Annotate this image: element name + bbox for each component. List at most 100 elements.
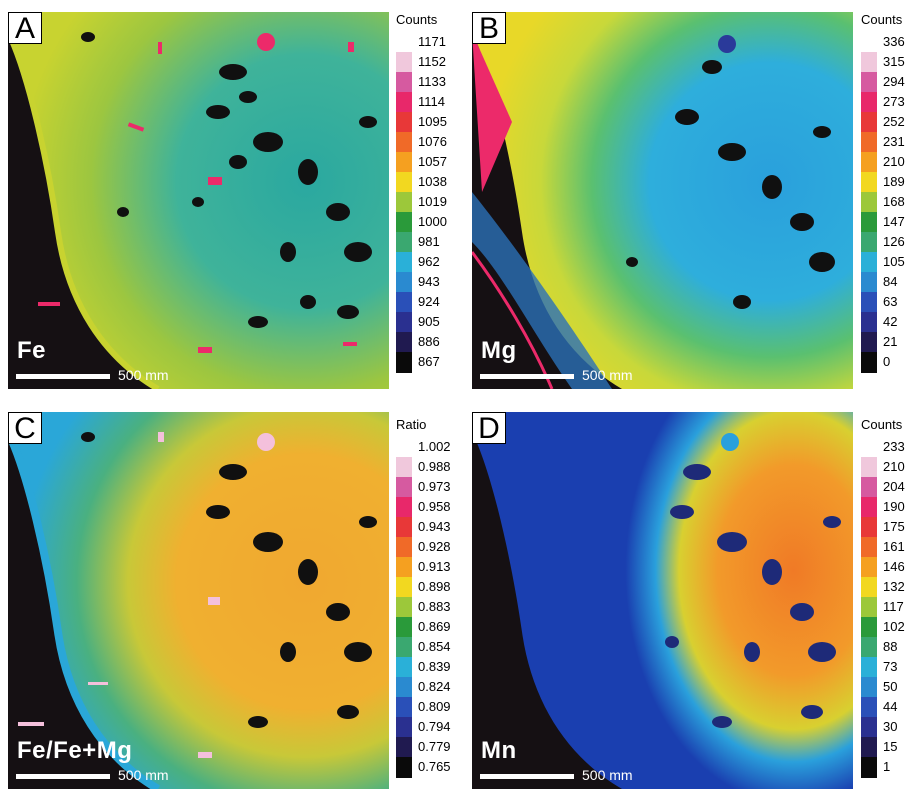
legend-tick-label: 0.854 xyxy=(418,639,451,654)
colorbar-segment xyxy=(396,637,412,658)
legend-tick-label: 0.913 xyxy=(418,559,451,574)
panel-letter-a: A xyxy=(8,12,42,44)
colorbar-segment xyxy=(861,252,877,273)
element-label-fe: Fe xyxy=(17,337,47,364)
colorbar-segment xyxy=(396,437,412,458)
colorbar-segment xyxy=(861,52,877,73)
colorbar-segment xyxy=(861,32,877,53)
legend-tick-label: 0.928 xyxy=(418,539,451,554)
colorbar-segment xyxy=(861,717,877,738)
legend-tick-label: 105 xyxy=(883,254,905,269)
panel-d-mn-map: D Mn 500 mm xyxy=(472,412,853,789)
legend-tick-label: 981 xyxy=(418,234,440,249)
colorbar-segment xyxy=(396,132,412,153)
legend-tick-label: 1133 xyxy=(418,74,446,89)
legend-tick-label: 210 xyxy=(883,459,905,474)
legend-tick-label: 233 xyxy=(883,439,905,454)
legend-tick-label: 204 xyxy=(883,479,905,494)
legend-tick-label: 1095 xyxy=(418,114,447,129)
legend-tick-label: 886 xyxy=(418,334,440,349)
legend-tick-label: 189 xyxy=(883,174,905,189)
legend-tick-label: 146 xyxy=(883,559,905,574)
legend-tick-label: 73 xyxy=(883,659,898,674)
legend-mn-counts: Counts 233 210 204 190 175 161 146 132 117 102 88 7… xyxy=(861,417,915,778)
colorbar-segment xyxy=(396,497,412,518)
colorbar-segment xyxy=(396,597,412,618)
legend-tick-label: 1076 xyxy=(418,134,447,149)
colorbar-segment xyxy=(861,437,877,458)
fe-map-image xyxy=(8,12,389,389)
legend-tick-label: 0.883 xyxy=(418,599,451,614)
legend-title: Counts xyxy=(396,12,438,27)
colorbar-segment xyxy=(396,477,412,498)
legend-tick-label: 1171 xyxy=(418,34,446,49)
legend-tick-label: 943 xyxy=(418,274,440,289)
scale-bar-line xyxy=(16,774,110,779)
colorbar xyxy=(396,32,412,373)
legend-tick-label: 252 xyxy=(883,114,905,129)
panel-a-fe-map: A Fe 500 mm xyxy=(8,12,389,389)
colorbar-segment xyxy=(861,152,877,173)
legend-tick-label: 1019 xyxy=(418,194,447,209)
colorbar-segment xyxy=(861,457,877,478)
colorbar-segment xyxy=(861,577,877,598)
colorbar-segment xyxy=(396,757,412,778)
colorbar-segment xyxy=(396,212,412,233)
legend-fe-mg-ratio: Ratio 1.002 0.988 0.973 0.958 0.943 0.928 0.91… xyxy=(396,417,466,778)
legend-tick-label: 168 xyxy=(883,194,905,209)
legend-tick-label: 0.809 xyxy=(418,699,451,714)
colorbar-segment xyxy=(861,697,877,718)
colorbar-segment xyxy=(861,292,877,313)
colorbar-segment xyxy=(861,192,877,213)
legend-tick-label: 0.958 xyxy=(418,499,451,514)
colorbar-segment xyxy=(861,657,877,678)
colorbar-segment xyxy=(861,477,877,498)
colorbar-segment xyxy=(861,132,877,153)
colorbar-segment xyxy=(396,737,412,758)
legend-tick-label: 1 xyxy=(883,759,891,774)
legend-tick-label: 84 xyxy=(883,274,898,289)
mn-map-image xyxy=(472,412,853,789)
legend-tick-label: 0.898 xyxy=(418,579,451,594)
panel-b-mg-map: B Mg 500 mm xyxy=(472,12,853,389)
colorbar-segment xyxy=(861,92,877,113)
legend-tick-label: 161 xyxy=(883,539,905,554)
legend-fe-counts: Counts 1171 1152 1133 1114 1095 1076 1057 1038 1… xyxy=(396,12,466,373)
legend-tick-label: 210 xyxy=(883,154,905,169)
legend-tick-label: 0.824 xyxy=(418,679,451,694)
legend-tick-label: 88 xyxy=(883,639,898,654)
legend-tick-label: 132 xyxy=(883,579,905,594)
legend-tick-label: 905 xyxy=(418,314,440,329)
legend-tick-label: 0.765 xyxy=(418,759,451,774)
legend-tick-label: 0.794 xyxy=(418,719,451,734)
panel-letter-d: D xyxy=(472,412,506,444)
colorbar-segment xyxy=(396,252,412,273)
colorbar-segment xyxy=(861,597,877,618)
colorbar xyxy=(861,32,877,373)
legend-tick-label: 0.988 xyxy=(418,459,451,474)
legend-tick-label: 1000 xyxy=(418,214,447,229)
legend-tick-label: 1057 xyxy=(418,154,447,169)
panel-letter-c: C xyxy=(8,412,42,444)
legend-tick-label: 190 xyxy=(883,499,905,514)
colorbar-segment xyxy=(861,617,877,638)
legend-tick-label: 273 xyxy=(883,94,905,109)
colorbar-segment xyxy=(396,657,412,678)
mg-map-image xyxy=(472,12,853,389)
legend-tick-label: 0.779 xyxy=(418,739,451,754)
ratio-map-image xyxy=(8,412,389,789)
colorbar-segment xyxy=(396,152,412,173)
legend-tick-label: 1.002 xyxy=(418,439,451,454)
colorbar-segment xyxy=(861,757,877,778)
colorbar-segment xyxy=(861,72,877,93)
colorbar-segment xyxy=(396,557,412,578)
colorbar-segment xyxy=(861,497,877,518)
legend-tick-label: 315 xyxy=(883,54,905,69)
scale-bar-label: 500 mm xyxy=(582,367,633,383)
colorbar-segment xyxy=(861,212,877,233)
legend-tick-label: 42 xyxy=(883,314,898,329)
colorbar-segment xyxy=(861,517,877,538)
legend-tick-label: 1114 xyxy=(418,94,445,109)
legend-tick-label: 0.839 xyxy=(418,659,451,674)
colorbar-segment xyxy=(861,637,877,658)
